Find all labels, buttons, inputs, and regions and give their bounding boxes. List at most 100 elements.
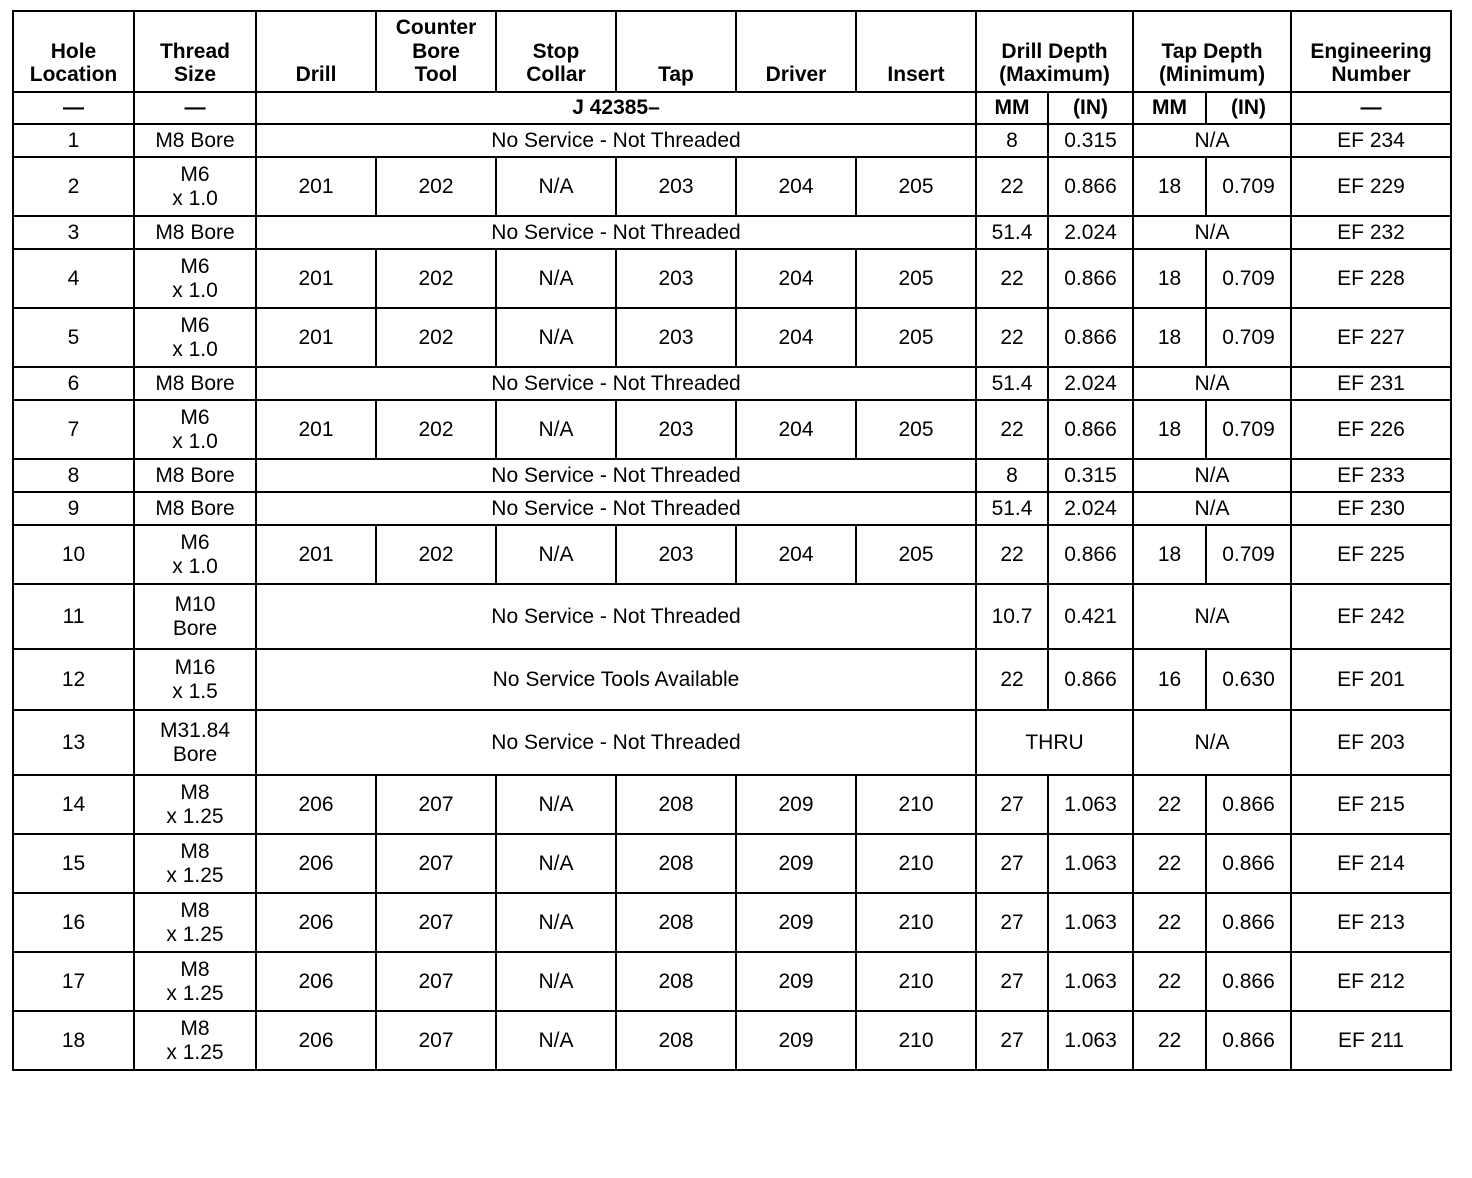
table-cell: 18: [12, 1010, 135, 1071]
table-cell: EF 214: [1290, 833, 1453, 894]
table-cell: No Service - Not Threaded: [255, 583, 977, 650]
table-cell: 204: [735, 524, 857, 585]
table-cell: 0.866: [1205, 833, 1293, 894]
table-cell: 0.866: [1046, 307, 1135, 368]
table-cell: 22: [1132, 774, 1208, 835]
table-cell: EF 203: [1290, 709, 1453, 776]
table-cell: EF 212: [1290, 951, 1453, 1012]
table-cell: 209: [735, 1010, 857, 1071]
table-cell: 0.421: [1046, 583, 1135, 650]
table-cell: 206: [255, 833, 377, 894]
table-cell: EF 213: [1290, 892, 1453, 953]
table-cell: No Service - Not Threaded: [255, 123, 977, 158]
table-cell: EF 227: [1290, 307, 1453, 368]
table-cell: 202: [375, 248, 497, 309]
table-cell: 210: [855, 951, 977, 1012]
table-cell: EF 215: [1290, 774, 1453, 835]
table-cell: 203: [615, 248, 737, 309]
table-cell: 16: [1132, 648, 1208, 711]
table-cell: 210: [855, 1010, 977, 1071]
table-cell: (IN): [1205, 91, 1293, 125]
table-cell: 51.4: [975, 215, 1049, 250]
table-cell: 1.063: [1046, 774, 1135, 835]
table-cell: No Service - Not Threaded: [255, 709, 977, 776]
table-row: 8 M8 Bore No Service - Not Threaded 8 0.315 N…: [12, 458, 1453, 493]
table-cell: 1: [12, 123, 135, 158]
table-cell: 22: [1132, 951, 1208, 1012]
table-cell: 0.866: [1205, 892, 1293, 953]
table-cell: No Service - Not Threaded: [255, 458, 977, 493]
table-cell: M8 x 1.25: [133, 1010, 257, 1071]
header-cell: Drill: [255, 10, 377, 93]
table-cell: N/A: [1132, 123, 1293, 158]
table-cell: 0.866: [1046, 399, 1135, 460]
table-cell: 13: [12, 709, 135, 776]
table-cell: 205: [855, 248, 977, 309]
table-cell: 18: [1132, 524, 1208, 585]
table-cell: M10 Bore: [133, 583, 257, 650]
table-cell: 10.7: [975, 583, 1049, 650]
table-cell: 202: [375, 399, 497, 460]
table-cell: N/A: [1132, 709, 1293, 776]
tool-table: Hole Location Thread Size Drill Counter Bor…: [12, 10, 1453, 1071]
table-cell: 11: [12, 583, 135, 650]
table-cell: 206: [255, 1010, 377, 1071]
table-cell: 51.4: [975, 366, 1049, 401]
table-cell: THRU: [974, 709, 1135, 776]
table-row: — — J 42385– MM (IN) MM (IN) —: [12, 91, 1453, 125]
table-cell: 201: [255, 524, 377, 585]
table-cell: 204: [735, 307, 857, 368]
table-cell: —: [1290, 91, 1453, 125]
table-cell: EF 242: [1290, 583, 1453, 650]
header-cell: Insert: [855, 10, 977, 93]
table-cell: 18: [1132, 248, 1208, 309]
table-cell: 0.866: [1205, 1010, 1293, 1071]
table-cell: 209: [735, 892, 857, 953]
table-cell: J 42385–: [255, 91, 977, 125]
table-cell: 207: [375, 1010, 497, 1071]
table-cell: 209: [735, 833, 857, 894]
table-cell: 204: [735, 248, 857, 309]
table-cell: N/A: [1132, 491, 1293, 526]
table-row: 2 M6 x 1.0 201 202 N/A 203 204 205 22 0.866 18 0.70…: [12, 156, 1453, 217]
table-cell: 208: [615, 892, 737, 953]
table-cell: 203: [615, 524, 737, 585]
table-cell: 208: [615, 774, 737, 835]
table-cell: EF 229: [1290, 156, 1453, 217]
table-cell: N/A: [495, 248, 617, 309]
table-cell: 8: [12, 458, 135, 493]
table-row: 7 M6 x 1.0 201 202 N/A 203 204 205 22 0.866 18 0.70…: [12, 399, 1453, 460]
header-cell: Driver: [735, 10, 857, 93]
header-cell: Tap Depth (Minimum): [1132, 10, 1293, 93]
table-cell: 7: [12, 399, 135, 460]
table-cell: N/A: [1132, 458, 1293, 493]
table-cell: 207: [375, 951, 497, 1012]
table-cell: M8 x 1.25: [133, 951, 257, 1012]
table-row: 1 M8 Bore No Service - Not Threaded 8 0.315 N…: [12, 123, 1453, 158]
table-row: Hole Location Thread Size Drill Counter Bor…: [12, 10, 1453, 93]
table-cell: 51.4: [975, 491, 1049, 526]
table-cell: 22: [975, 524, 1049, 585]
table-cell: 15: [12, 833, 135, 894]
header-cell: Tap: [615, 10, 737, 93]
table-cell: 22: [975, 156, 1049, 217]
table-cell: N/A: [495, 156, 617, 217]
table-cell: 27: [975, 774, 1049, 835]
table-cell: 207: [375, 774, 497, 835]
table-row: 6 M8 Bore No Service - Not Threaded 51.4 2.0…: [12, 366, 1453, 401]
table-cell: 9: [12, 491, 135, 526]
table-cell: 17: [12, 951, 135, 1012]
header-cell: Thread Size: [133, 10, 257, 93]
table-cell: 209: [735, 951, 857, 1012]
table-cell: 203: [615, 399, 737, 460]
table-cell: M6 x 1.0: [133, 524, 257, 585]
table-cell: 27: [975, 951, 1049, 1012]
table-cell: 201: [255, 307, 377, 368]
table-cell: N/A: [1132, 583, 1293, 650]
table-cell: 0.866: [1046, 248, 1135, 309]
table-cell: N/A: [495, 833, 617, 894]
table-row: 15 M8 x 1.25 206 207 N/A 208 209 210 27 1.063 22 0.…: [12, 833, 1453, 894]
table-cell: 27: [975, 833, 1049, 894]
table-cell: 18: [1132, 307, 1208, 368]
